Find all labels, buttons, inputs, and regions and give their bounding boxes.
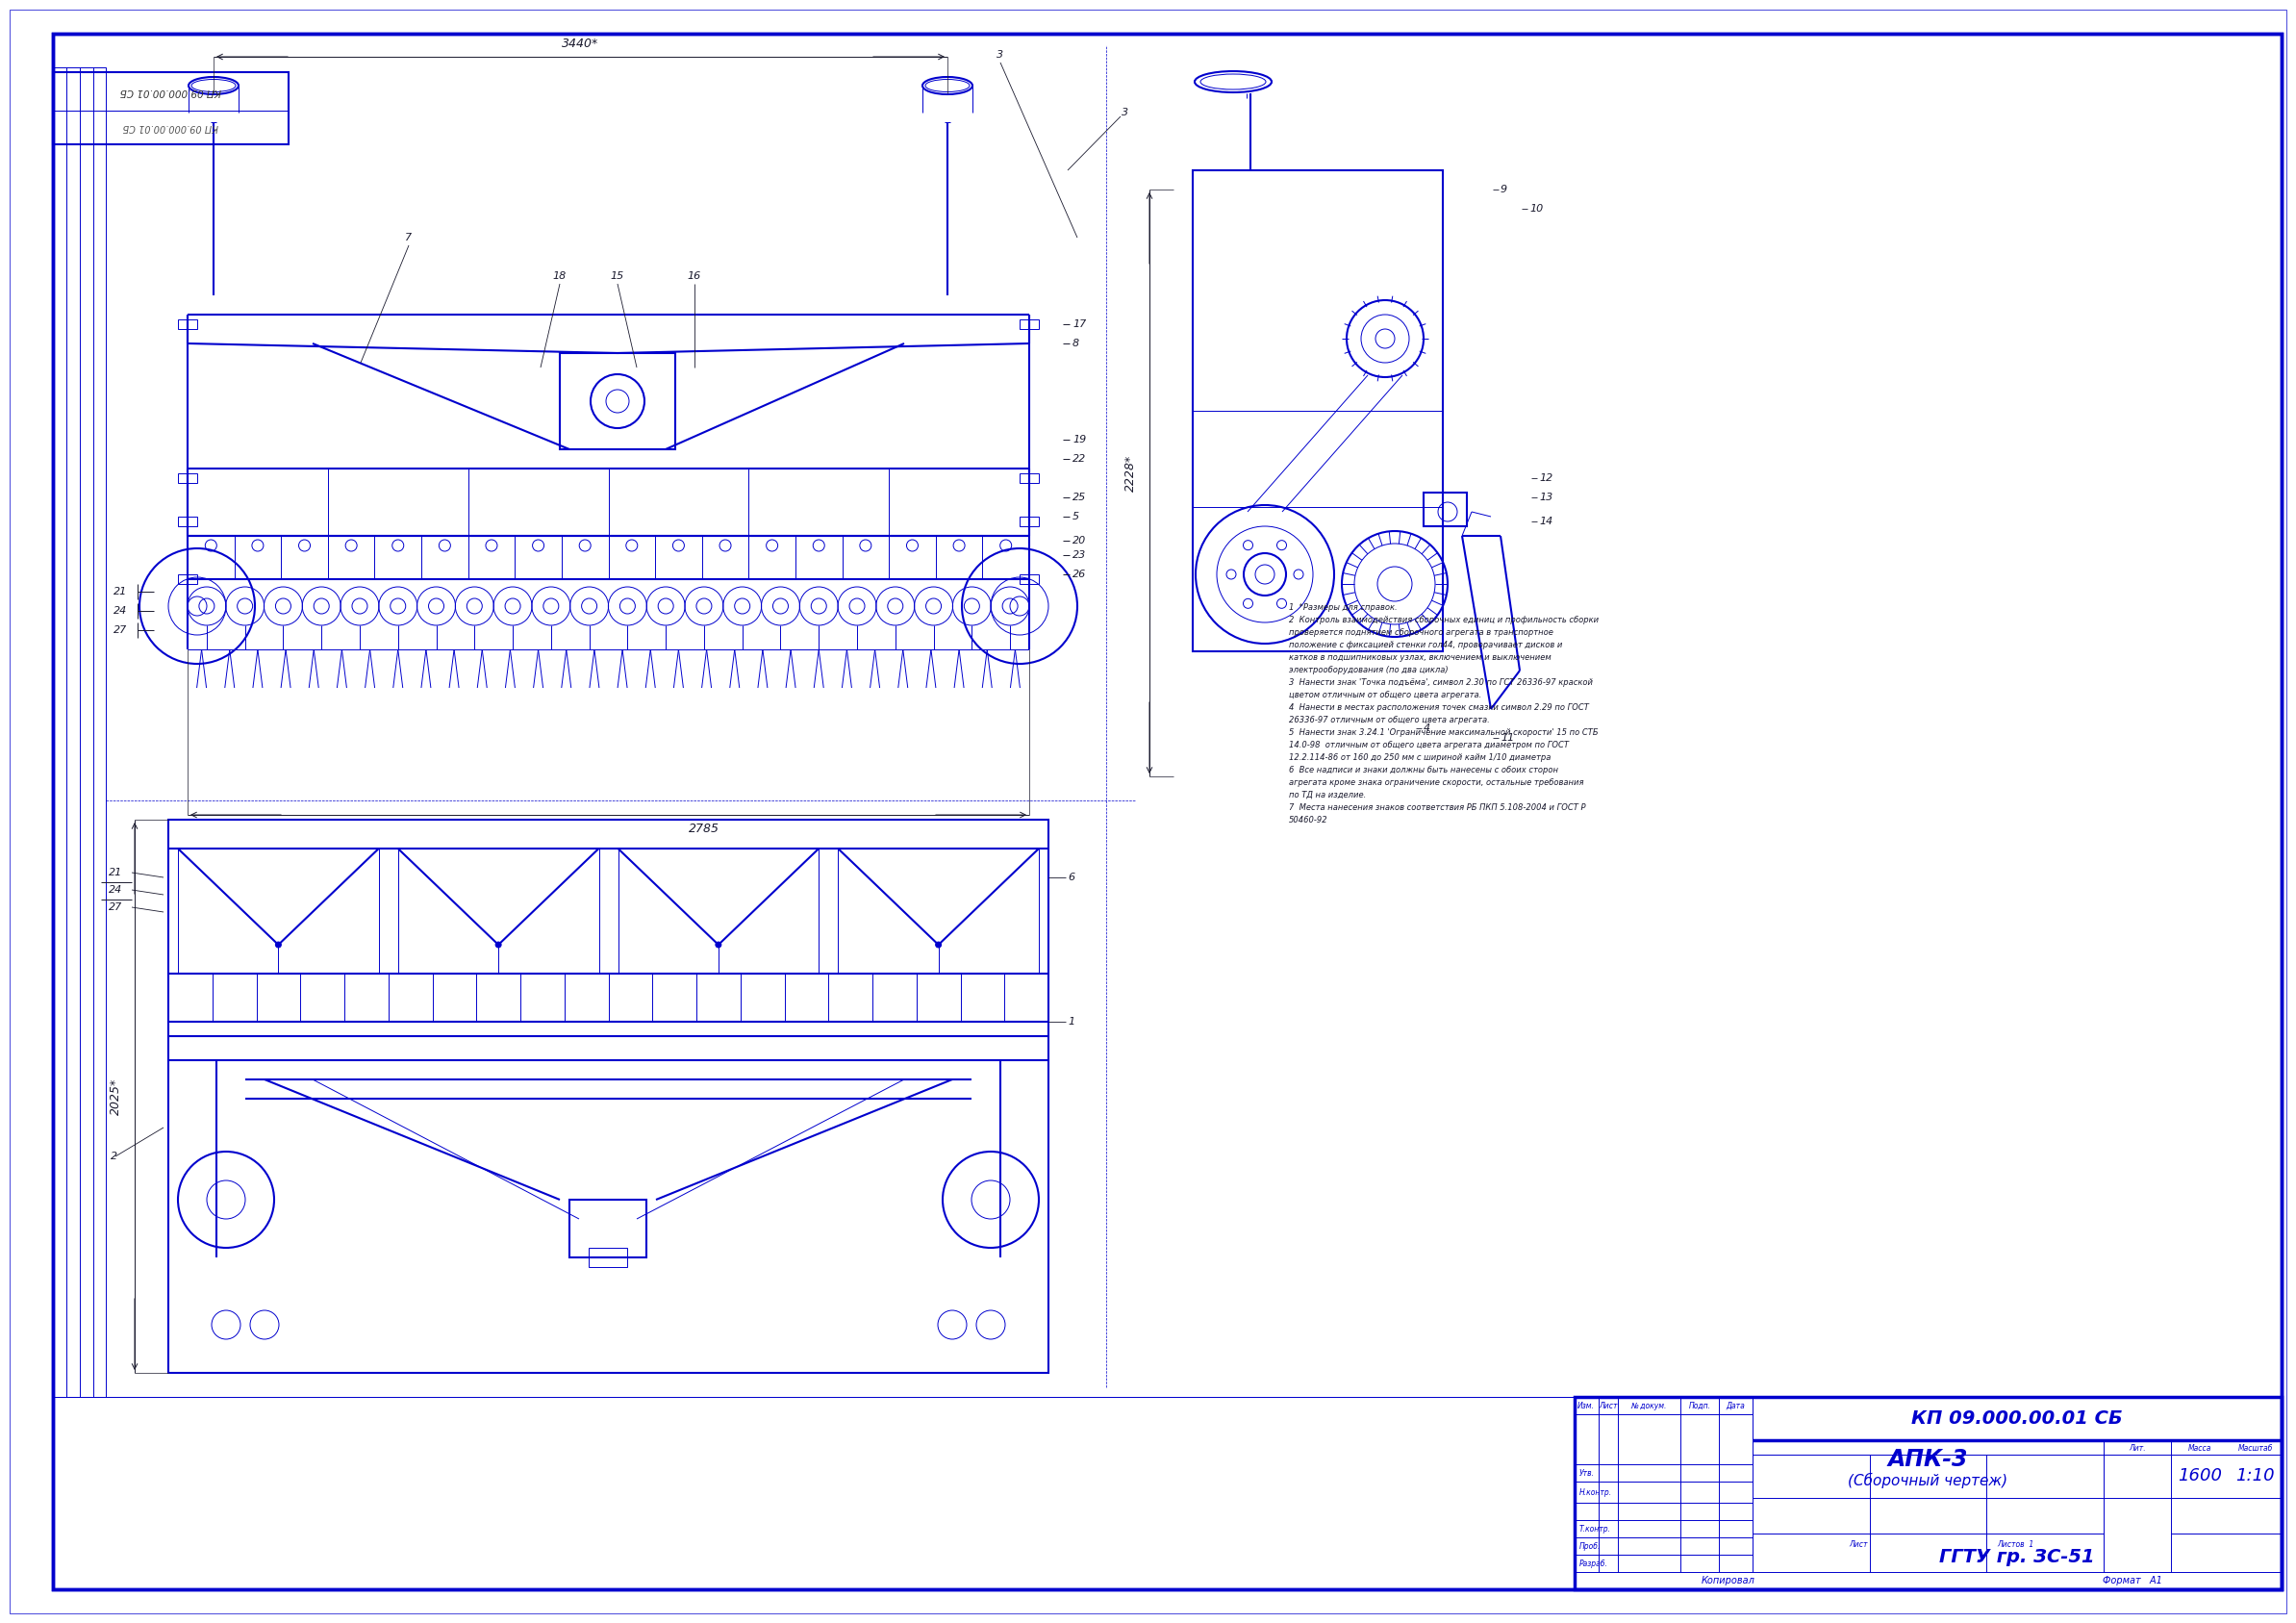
Text: Н.контр.: Н.контр. bbox=[1580, 1488, 1612, 1496]
Text: 25: 25 bbox=[1072, 492, 1086, 502]
Text: Дата: Дата bbox=[1727, 1401, 1745, 1410]
Circle shape bbox=[934, 941, 941, 948]
Text: Масштаб: Масштаб bbox=[2239, 1443, 2273, 1453]
Bar bbox=[53, 67, 106, 1397]
Bar bbox=[1424, 492, 1467, 526]
Text: Копировал: Копировал bbox=[1701, 1576, 1756, 1586]
Text: 17: 17 bbox=[1072, 320, 1086, 329]
Bar bbox=[569, 1199, 647, 1258]
Bar bbox=[179, 474, 197, 484]
Bar bbox=[1575, 1397, 2282, 1589]
Text: 3440*: 3440* bbox=[563, 37, 599, 50]
Text: 1600: 1600 bbox=[2177, 1467, 2223, 1485]
Text: 24: 24 bbox=[113, 605, 126, 615]
Circle shape bbox=[276, 941, 280, 948]
Text: электрооборудования (по два цикла): электрооборудования (по два цикла) bbox=[1288, 665, 1449, 675]
Text: КП 09.000.00.01 СБ: КП 09.000.00.01 СБ bbox=[1910, 1409, 2124, 1428]
Text: 7  Места нанесения знаков соответствия РБ ПКП 5.108-2004 и ГОСТ Р: 7 Места нанесения знаков соответствия РБ… bbox=[1288, 803, 1587, 812]
Bar bbox=[179, 320, 197, 329]
Text: 7: 7 bbox=[406, 232, 413, 242]
Text: 26336-97 отличным от общего цвета агрегата.: 26336-97 отличным от общего цвета агрега… bbox=[1288, 716, 1490, 724]
Text: 24: 24 bbox=[108, 885, 122, 894]
Text: 12: 12 bbox=[1538, 474, 1552, 484]
Text: (Сборочный чертеж): (Сборочный чертеж) bbox=[1848, 1472, 2009, 1488]
Circle shape bbox=[496, 941, 501, 948]
Bar bbox=[1019, 474, 1038, 484]
Bar bbox=[1019, 516, 1038, 526]
Text: 2785: 2785 bbox=[689, 823, 719, 834]
Text: Подп.: Подп. bbox=[1688, 1401, 1711, 1410]
Text: Листов  1: Листов 1 bbox=[1998, 1540, 2034, 1550]
Text: проверяется поднятием сборочного агрегата в транспортное: проверяется поднятием сборочного агрегат… bbox=[1288, 628, 1554, 636]
Text: Изм.: Изм. bbox=[1577, 1401, 1596, 1410]
Text: катков в подшипниковых узлах, включением и выключением: катков в подшипниковых узлах, включением… bbox=[1288, 652, 1552, 662]
Text: 16: 16 bbox=[687, 271, 700, 281]
Text: 2  Контроль взаимодействия сборочных единиц и профильность сборки: 2 Контроль взаимодействия сборочных един… bbox=[1288, 615, 1598, 625]
Text: 4  Нанести в местах расположения точек смазки символ 2.29 по ГОСТ: 4 Нанести в местах расположения точек см… bbox=[1288, 703, 1589, 712]
Text: Формат   А1: Формат А1 bbox=[2103, 1576, 2163, 1586]
Bar bbox=[1192, 170, 1442, 651]
Text: 5  Нанести знак 3.24.1 'Ограничение максимальной скорости' 15 по СТБ: 5 Нанести знак 3.24.1 'Ограничение макси… bbox=[1288, 729, 1598, 737]
Text: по ТД на изделие.: по ТД на изделие. bbox=[1288, 790, 1366, 800]
Text: 5: 5 bbox=[1072, 511, 1079, 521]
Bar bbox=[588, 1248, 627, 1268]
Text: Проб.: Проб. bbox=[1580, 1542, 1600, 1550]
Text: 12.2.114-86 от 160 до 250 мм с шириной кайм 1/10 диаметра: 12.2.114-86 от 160 до 250 мм с шириной к… bbox=[1288, 753, 1550, 761]
Text: 10: 10 bbox=[1529, 204, 1543, 214]
Text: 27: 27 bbox=[108, 902, 122, 912]
Text: ГГТУ гр. ЗС-51: ГГТУ гр. ЗС-51 bbox=[1940, 1548, 2094, 1566]
Bar bbox=[179, 516, 197, 526]
Text: Т.контр.: Т.контр. bbox=[1580, 1524, 1612, 1534]
Text: 18: 18 bbox=[553, 271, 567, 281]
Text: 21: 21 bbox=[108, 868, 122, 878]
Text: 8: 8 bbox=[1072, 339, 1079, 349]
Text: Лист: Лист bbox=[1598, 1401, 1619, 1410]
Text: 3: 3 bbox=[996, 50, 1003, 60]
Bar bbox=[1019, 575, 1038, 584]
Text: агрегата кроме знака ограничение скорости, остальные требования: агрегата кроме знака ограничение скорост… bbox=[1288, 779, 1584, 787]
Text: 1:10: 1:10 bbox=[2236, 1467, 2275, 1485]
Text: 15: 15 bbox=[611, 271, 625, 281]
Text: 6  Все надписи и знаки должны быть нанесены с обоих сторон: 6 Все надписи и знаки должны быть нанесе… bbox=[1288, 766, 1559, 774]
Text: 14.0-98  отличным от общего цвета агрегата диаметром по ГОСТ: 14.0-98 отличным от общего цвета агрегат… bbox=[1288, 740, 1568, 750]
Bar bbox=[168, 820, 1049, 1373]
Text: 20: 20 bbox=[1072, 536, 1086, 545]
Text: АПК-3: АПК-3 bbox=[1887, 1448, 1968, 1470]
Text: 9: 9 bbox=[1502, 185, 1508, 195]
Bar bbox=[560, 354, 675, 450]
Text: 1: 1 bbox=[1068, 1018, 1075, 1026]
Text: № докум.: № докум. bbox=[1630, 1401, 1667, 1410]
Text: 21: 21 bbox=[113, 588, 126, 597]
Bar bbox=[179, 575, 197, 584]
Text: 6: 6 bbox=[1068, 873, 1075, 883]
Text: 19: 19 bbox=[1072, 435, 1086, 445]
Text: 3: 3 bbox=[1123, 107, 1130, 117]
Text: 27: 27 bbox=[113, 625, 126, 635]
Text: 2: 2 bbox=[110, 1152, 117, 1160]
Bar bbox=[1019, 320, 1038, 329]
Bar bbox=[53, 71, 289, 144]
Text: 50460-92: 50460-92 bbox=[1288, 816, 1327, 824]
Text: 4: 4 bbox=[1424, 724, 1430, 734]
Text: КП 09.000.00.01 СБ: КП 09.000.00.01 СБ bbox=[119, 86, 220, 96]
Text: 26: 26 bbox=[1072, 570, 1086, 579]
Text: 2025*: 2025* bbox=[110, 1078, 122, 1115]
Text: Масса: Масса bbox=[2188, 1443, 2211, 1453]
Text: цветом отличным от общего цвета агрегата.: цветом отличным от общего цвета агрегата… bbox=[1288, 691, 1481, 700]
Text: 22: 22 bbox=[1072, 454, 1086, 464]
Text: 2228*: 2228* bbox=[1125, 454, 1137, 492]
Text: 23: 23 bbox=[1072, 550, 1086, 560]
Text: 14: 14 bbox=[1538, 516, 1552, 526]
Text: Лит.: Лит. bbox=[2128, 1443, 2147, 1453]
Text: 11: 11 bbox=[1502, 734, 1515, 743]
Text: 13: 13 bbox=[1538, 492, 1552, 502]
Circle shape bbox=[716, 941, 721, 948]
Text: 3  Нанести знак 'Точка подъёма', символ 2.30 по ГСТ 26336-97 краской: 3 Нанести знак 'Точка подъёма', символ 2… bbox=[1288, 678, 1593, 687]
Text: Разраб.: Разраб. bbox=[1580, 1560, 1607, 1568]
Text: 1  *Размеры для справок.: 1 *Размеры для справок. bbox=[1288, 604, 1398, 612]
Text: КП 09.000.00.01 СБ: КП 09.000.00.01 СБ bbox=[122, 122, 218, 131]
Text: Утв.: Утв. bbox=[1580, 1469, 1596, 1477]
Text: Лист: Лист bbox=[1848, 1540, 1867, 1550]
Text: положение с фиксацией стенки гол44, проворачивает дисков и: положение с фиксацией стенки гол44, пров… bbox=[1288, 641, 1564, 649]
